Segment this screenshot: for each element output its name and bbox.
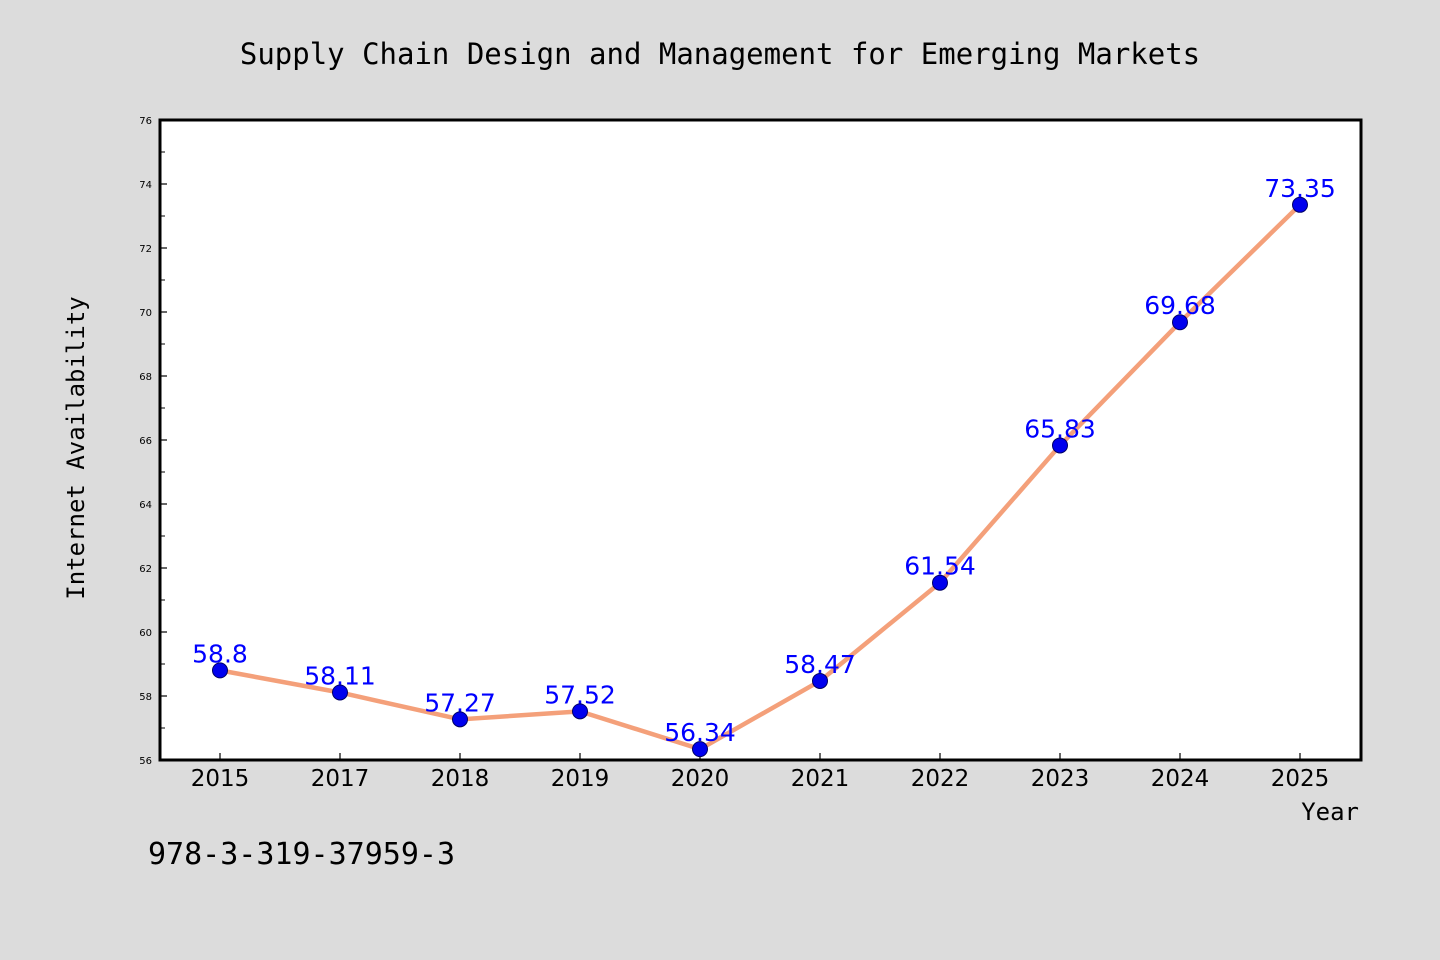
- data-point: [1052, 437, 1068, 454]
- y-tick-label: 62: [139, 564, 152, 575]
- y-tick-label: 66: [139, 436, 152, 447]
- data-label: 58.47: [784, 650, 856, 679]
- data-label: 57.52: [544, 680, 616, 709]
- data-label: 58.8: [192, 639, 248, 668]
- x-tick-label: 2022: [911, 766, 970, 792]
- data-label: 65.83: [1024, 414, 1096, 443]
- data-point: [1292, 196, 1308, 213]
- data-point: [572, 703, 588, 720]
- y-axis-label: Internet Availability: [62, 296, 90, 599]
- y-tick-label: 74: [139, 180, 152, 191]
- y-tick-label: 76: [139, 116, 152, 127]
- data-point: [692, 741, 708, 758]
- y-tick-label: 58: [139, 692, 152, 703]
- y-tick-label: 70: [139, 308, 152, 319]
- x-tick-label: 2025: [1271, 766, 1330, 792]
- footer-code: 978-3-319-37959-3: [148, 837, 455, 872]
- data-label: 69.68: [1144, 291, 1216, 320]
- data-point: [932, 574, 948, 591]
- x-tick-label: 2020: [671, 766, 730, 792]
- y-tick-label: 56: [139, 756, 152, 767]
- data-label: 56.34: [664, 718, 736, 747]
- data-labels: 58.8 58.11 57.27 57.52 56.34 58.47 61.54 65.83 6…: [192, 174, 1336, 747]
- y-tick-label: 60: [139, 628, 152, 639]
- series: [212, 196, 1308, 758]
- y-tick-label: 68: [139, 372, 152, 383]
- data-label: 73.35: [1264, 174, 1336, 203]
- x-axis: 2015 2017 2018 2019 2020 2021 2022 2023 2024 2025: [191, 753, 1330, 792]
- x-tick-label: 2023: [1031, 766, 1090, 792]
- chart-title: Supply Chain Design and Management for E…: [240, 37, 1200, 71]
- data-label: 61.54: [904, 552, 976, 581]
- data-label: 57.27: [424, 688, 496, 717]
- x-tick-label: 2018: [431, 766, 490, 792]
- y-tick-label: 72: [139, 244, 152, 255]
- series-line: [217, 202, 1303, 752]
- x-tick-label: 2021: [791, 766, 850, 792]
- data-point: [452, 711, 468, 728]
- data-point: [1172, 314, 1188, 331]
- x-axis-label: Year: [1301, 798, 1359, 826]
- y-axis: 56 58 60 62 64 66 68 70 72 74 76: [139, 116, 167, 767]
- plot-area: [158, 118, 1363, 762]
- y-tick-label: 64: [139, 500, 152, 511]
- data-label: 58.11: [304, 661, 376, 690]
- x-tick-label: 2017: [311, 766, 370, 792]
- data-point: [812, 672, 828, 689]
- x-tick-label: 2019: [551, 766, 610, 792]
- data-point: [332, 684, 348, 701]
- data-point: [212, 662, 228, 679]
- x-tick-label: 2024: [1151, 766, 1210, 792]
- x-tick-label: 2015: [191, 766, 250, 792]
